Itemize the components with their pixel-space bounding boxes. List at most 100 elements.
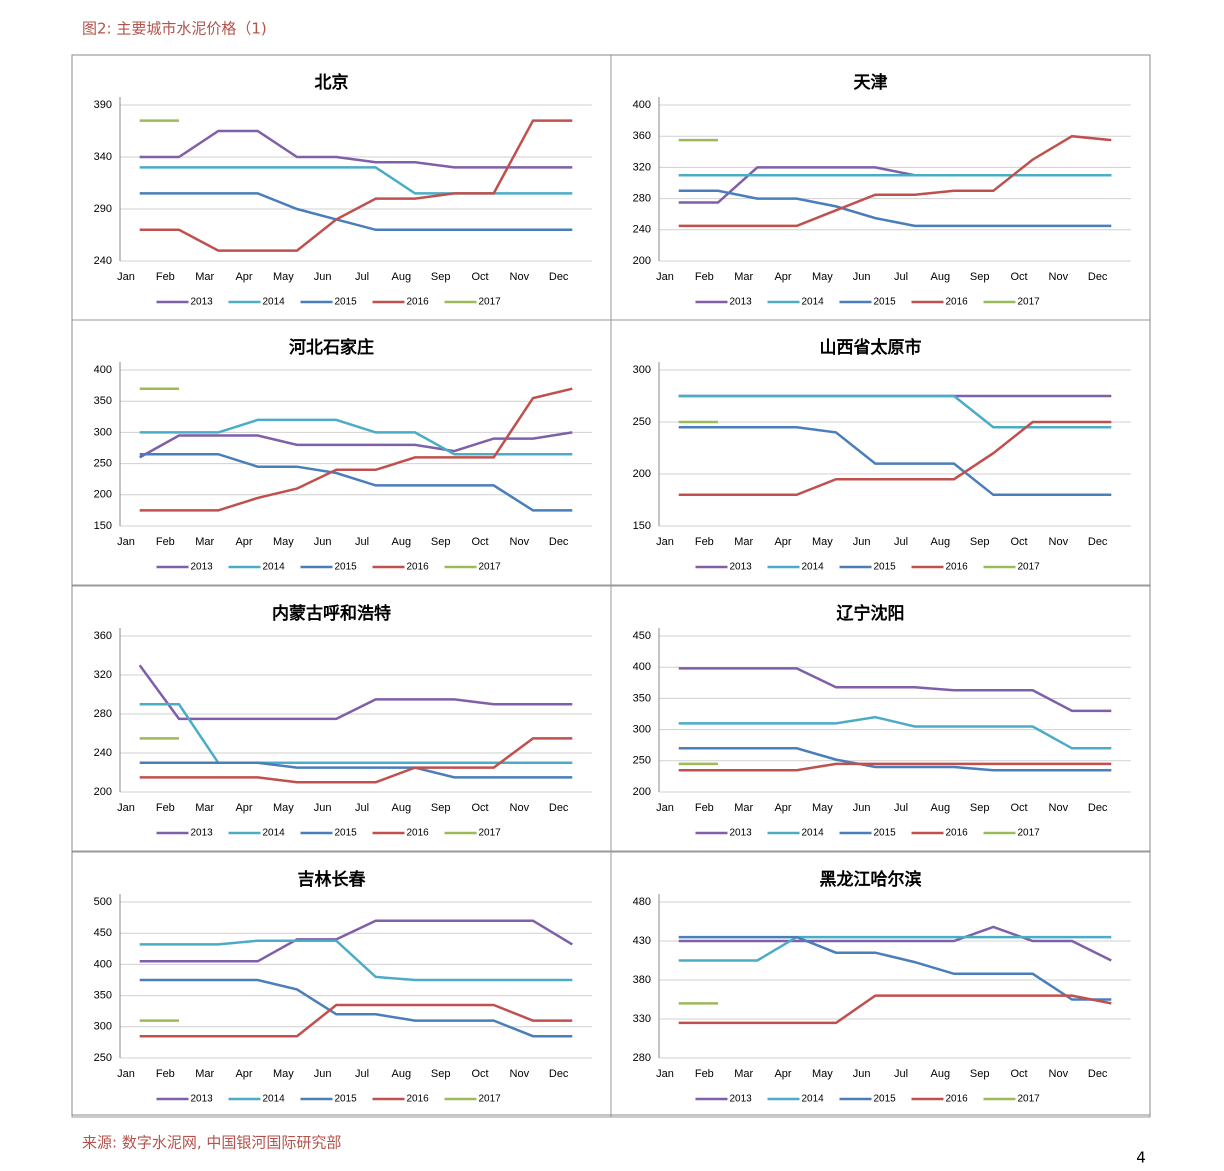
series-line [678, 994, 1112, 1025]
x-tick-label: Nov [1049, 271, 1069, 283]
series-line [139, 761, 573, 779]
x-tick-label: May [812, 802, 833, 814]
x-tick-label: Jan [117, 536, 135, 548]
x-tick-label: Jul [355, 1068, 369, 1080]
x-tick-label: Jun [314, 1068, 332, 1080]
x-tick-label: Oct [471, 271, 488, 283]
x-tick-label: Feb [695, 802, 714, 814]
x-tick-label: Oct [471, 536, 488, 548]
legend-label: 2014 [263, 562, 286, 573]
y-tick-label: 300 [94, 1021, 112, 1033]
series-line [678, 762, 1112, 772]
x-tick-label: Oct [471, 802, 488, 814]
legend-label: 2013 [730, 562, 753, 573]
x-tick-label: Nov [1049, 802, 1069, 814]
page-number: 4 [1136, 1149, 1146, 1167]
y-tick-label: 300 [633, 724, 651, 736]
y-tick-label: 320 [94, 669, 112, 681]
series-line [678, 935, 1112, 962]
legend-label: 2017 [479, 828, 502, 839]
x-tick-label: Sep [431, 1068, 451, 1080]
y-tick-label: 330 [633, 1013, 651, 1025]
x-tick-label: Oct [1010, 802, 1027, 814]
x-tick-label: Mar [734, 536, 753, 548]
x-tick-label: Dec [549, 1068, 569, 1080]
legend-label: 2014 [263, 1094, 286, 1105]
x-tick-label: Oct [471, 1068, 488, 1080]
legend-label: 2017 [479, 297, 502, 308]
y-tick-label: 300 [94, 426, 112, 438]
x-tick-label: Jan [656, 536, 674, 548]
legend-label: 2013 [191, 562, 214, 573]
y-tick-label: 200 [94, 786, 112, 798]
y-tick-label: 450 [633, 630, 651, 642]
y-tick-label: 360 [94, 630, 112, 642]
x-tick-label: Aug [931, 802, 951, 814]
legend-label: 2016 [407, 1094, 430, 1105]
chart-frame [71, 851, 612, 1118]
legend-label: 2017 [479, 562, 502, 573]
legend-label: 2013 [730, 828, 753, 839]
chart-frame [610, 851, 1151, 1118]
x-tick-label: Apr [774, 536, 791, 548]
legend-label: 2015 [874, 1094, 897, 1105]
x-tick-label: Feb [156, 1068, 175, 1080]
y-tick-label: 200 [633, 786, 651, 798]
x-tick-label: Jan [656, 802, 674, 814]
y-tick-label: 250 [633, 755, 651, 767]
legend-label: 2014 [263, 297, 286, 308]
x-tick-label: Jun [853, 536, 871, 548]
series-line [678, 935, 1112, 1001]
x-tick-label: Jan [656, 271, 674, 283]
y-tick-label: 350 [94, 395, 112, 407]
series-line [139, 1003, 573, 1038]
legend-label: 2017 [479, 1094, 502, 1105]
y-tick-label: 380 [633, 974, 651, 986]
x-tick-label: Aug [392, 271, 412, 283]
chart-title: 内蒙古呼和浩特 [272, 603, 391, 624]
chart-title: 河北石家庄 [289, 337, 374, 358]
x-tick-label: Nov [1049, 536, 1069, 548]
x-tick-label: Aug [931, 536, 951, 548]
series-line [678, 667, 1112, 713]
y-tick-label: 390 [94, 99, 112, 111]
legend-label: 2013 [191, 297, 214, 308]
x-tick-label: Mar [734, 802, 753, 814]
y-tick-label: 400 [94, 958, 112, 970]
series-line [139, 978, 573, 1038]
y-tick-label: 400 [633, 661, 651, 673]
x-tick-label: May [812, 271, 833, 283]
x-tick-label: Mar [195, 536, 214, 548]
legend-label: 2015 [874, 562, 897, 573]
chart-title: 山西省太原市 [820, 337, 922, 358]
series-line [139, 939, 573, 982]
series-line [139, 431, 573, 459]
x-tick-label: Jul [894, 271, 908, 283]
series-line [678, 394, 1112, 429]
legend-label: 2013 [730, 297, 753, 308]
series-line [678, 134, 1112, 228]
x-tick-label: Sep [431, 536, 451, 548]
x-tick-label: Dec [1088, 536, 1108, 548]
chart-frame [610, 319, 1151, 586]
x-tick-label: Aug [931, 1068, 951, 1080]
legend-label: 2014 [802, 297, 825, 308]
x-tick-label: May [273, 1068, 294, 1080]
legend-label: 2016 [946, 297, 969, 308]
x-tick-label: Aug [392, 1068, 412, 1080]
x-tick-label: Jul [894, 1068, 908, 1080]
chart-frame [71, 319, 612, 586]
series-line [139, 129, 573, 169]
chart-title: 北京 [315, 72, 349, 93]
y-tick-label: 430 [633, 935, 651, 947]
x-tick-label: Apr [774, 802, 791, 814]
series-line [139, 192, 573, 232]
legend-label: 2016 [407, 297, 430, 308]
x-tick-label: Dec [1088, 1068, 1108, 1080]
y-tick-label: 500 [94, 896, 112, 908]
y-tick-label: 340 [94, 151, 112, 163]
x-tick-label: Jan [117, 271, 135, 283]
y-tick-label: 320 [633, 161, 651, 173]
x-tick-label: Apr [774, 1068, 791, 1080]
